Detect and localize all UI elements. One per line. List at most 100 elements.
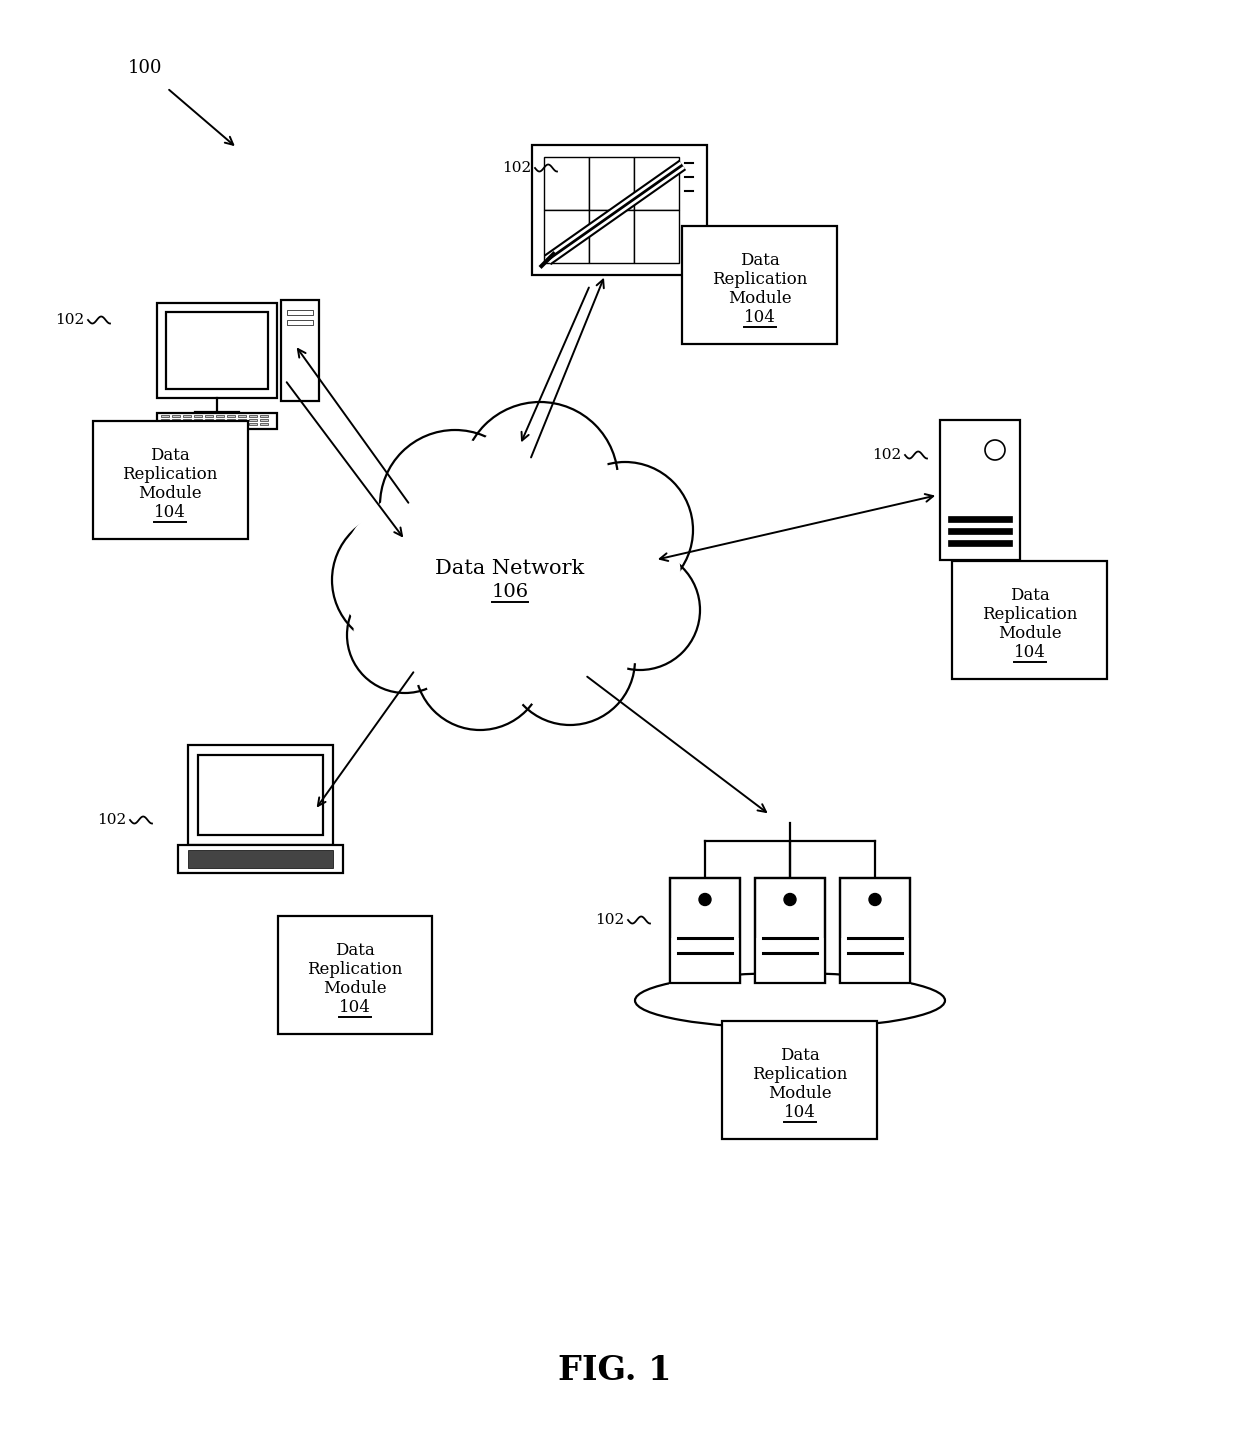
Bar bbox=[249, 419, 257, 420]
Text: Replication: Replication bbox=[712, 271, 807, 288]
Circle shape bbox=[379, 431, 529, 580]
Bar bbox=[755, 877, 825, 982]
Text: Data: Data bbox=[335, 942, 374, 959]
Bar bbox=[940, 420, 1021, 560]
Circle shape bbox=[699, 893, 711, 906]
Text: 104: 104 bbox=[744, 310, 776, 325]
Bar bbox=[589, 157, 635, 210]
Bar bbox=[949, 540, 1012, 546]
Text: 100: 100 bbox=[128, 59, 162, 76]
Bar bbox=[260, 419, 268, 420]
Text: 106: 106 bbox=[491, 583, 528, 600]
Circle shape bbox=[869, 893, 880, 906]
Text: FIG. 1: FIG. 1 bbox=[558, 1354, 672, 1387]
Circle shape bbox=[332, 513, 467, 648]
Text: 102: 102 bbox=[872, 448, 901, 462]
Bar bbox=[93, 420, 248, 539]
Bar bbox=[157, 302, 277, 397]
Bar bbox=[260, 415, 268, 418]
Bar bbox=[157, 412, 277, 429]
Bar bbox=[249, 422, 257, 425]
Bar bbox=[278, 916, 433, 1034]
Bar bbox=[205, 419, 213, 420]
Text: Replication: Replication bbox=[753, 1066, 848, 1083]
Bar bbox=[161, 422, 169, 425]
Circle shape bbox=[471, 412, 609, 549]
Text: 104: 104 bbox=[784, 1104, 816, 1120]
Bar bbox=[249, 415, 257, 418]
Text: Module: Module bbox=[324, 981, 387, 996]
Circle shape bbox=[463, 402, 618, 559]
Bar bbox=[184, 422, 191, 425]
Bar bbox=[635, 157, 680, 210]
Circle shape bbox=[565, 469, 684, 590]
Bar bbox=[682, 226, 837, 344]
Text: Replication: Replication bbox=[308, 960, 403, 978]
Bar bbox=[238, 422, 246, 425]
Circle shape bbox=[557, 462, 693, 598]
Bar bbox=[172, 419, 180, 420]
Bar bbox=[184, 415, 191, 418]
Circle shape bbox=[588, 557, 693, 662]
Bar bbox=[532, 145, 708, 275]
Text: 104: 104 bbox=[339, 999, 371, 1017]
Bar bbox=[187, 850, 332, 868]
Bar bbox=[161, 419, 169, 420]
Bar bbox=[216, 419, 224, 420]
Text: Replication: Replication bbox=[982, 606, 1078, 624]
Circle shape bbox=[513, 603, 627, 717]
Circle shape bbox=[505, 595, 635, 724]
Bar bbox=[670, 877, 740, 982]
Text: 104: 104 bbox=[1014, 644, 1045, 661]
Bar bbox=[952, 562, 1107, 680]
Circle shape bbox=[347, 577, 463, 693]
Bar bbox=[754, 937, 826, 1002]
Text: 102: 102 bbox=[97, 814, 126, 827]
Text: Data: Data bbox=[1011, 588, 1050, 603]
Bar bbox=[670, 937, 742, 1002]
Bar bbox=[238, 419, 246, 420]
Text: Module: Module bbox=[728, 289, 792, 307]
Text: Replication: Replication bbox=[123, 467, 218, 482]
Text: Module: Module bbox=[138, 485, 202, 503]
Text: 102: 102 bbox=[595, 913, 624, 927]
Circle shape bbox=[415, 600, 546, 730]
Bar bbox=[286, 310, 312, 314]
Bar bbox=[260, 422, 268, 425]
Bar bbox=[227, 419, 236, 420]
Bar bbox=[949, 516, 1012, 523]
Text: 102: 102 bbox=[55, 312, 84, 327]
Bar bbox=[193, 415, 202, 418]
Bar bbox=[755, 877, 825, 982]
Text: Data: Data bbox=[740, 252, 780, 269]
Bar bbox=[839, 937, 911, 1002]
Bar bbox=[635, 210, 680, 264]
Bar bbox=[197, 755, 322, 835]
Bar bbox=[193, 419, 202, 420]
Bar bbox=[670, 877, 740, 982]
Text: Data: Data bbox=[150, 446, 190, 464]
Ellipse shape bbox=[635, 973, 945, 1028]
Text: Module: Module bbox=[998, 625, 1061, 642]
Text: Data Network: Data Network bbox=[435, 559, 584, 577]
Bar bbox=[184, 419, 191, 420]
Circle shape bbox=[423, 608, 537, 723]
Bar bbox=[172, 415, 180, 418]
Text: 104: 104 bbox=[154, 504, 186, 521]
Bar bbox=[281, 300, 319, 400]
Bar bbox=[205, 415, 213, 418]
Text: Data: Data bbox=[780, 1047, 820, 1064]
Bar bbox=[227, 415, 236, 418]
Circle shape bbox=[353, 585, 456, 685]
Text: Module: Module bbox=[769, 1084, 832, 1102]
Circle shape bbox=[784, 893, 796, 906]
Circle shape bbox=[985, 441, 1004, 459]
Bar bbox=[166, 311, 268, 389]
Bar bbox=[286, 320, 312, 324]
Ellipse shape bbox=[340, 465, 680, 685]
Circle shape bbox=[389, 439, 521, 572]
Bar bbox=[216, 415, 224, 418]
Bar bbox=[227, 422, 236, 425]
Bar bbox=[161, 415, 169, 418]
Bar bbox=[172, 422, 180, 425]
